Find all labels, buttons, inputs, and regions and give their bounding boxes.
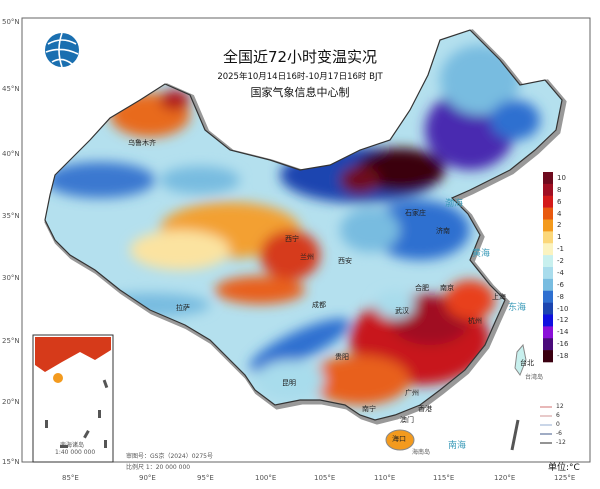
inset-title: 南海诸岛 [60, 442, 85, 449]
city-label: 西宁 [285, 235, 299, 243]
colorbar-label: -8 [557, 292, 564, 301]
colorbar-swatch [543, 231, 553, 244]
colorbar-swatch [543, 183, 553, 197]
longitude-label: 95°E [197, 474, 214, 482]
city-label: 广州 [405, 389, 419, 397]
inset-scale: 1:40 000 000 [55, 449, 96, 456]
sea-label-bohai: 渤海 [445, 199, 464, 209]
inset-land [35, 337, 111, 372]
isotherm-label: -12 [556, 439, 566, 446]
hainan-island [385, 429, 415, 451]
colorbar-label: 4 [557, 209, 562, 218]
unit-label: 单位:°C [548, 463, 580, 473]
colorbar-label: -1 [557, 245, 564, 254]
map-scale: 比例尺 1：20 000 000 [126, 464, 191, 471]
colorbar-swatch [543, 314, 553, 327]
colorbar-swatch [543, 172, 553, 185]
colorbar-label: -16 [557, 340, 569, 349]
colorbar-swatch [543, 195, 553, 208]
map-title: 全国近72小时变温实况 [222, 48, 378, 66]
colorbar-label: 10 [557, 173, 566, 182]
city-label: 香港 [418, 405, 432, 413]
colorbar-label: 6 [557, 197, 562, 206]
latitude-label: 45°N [2, 85, 20, 93]
city-label: 石家庄 [405, 209, 426, 217]
colorbar-label: -12 [557, 316, 569, 325]
colorbar-swatch [543, 350, 553, 363]
colorbar-label: 8 [557, 185, 562, 194]
colorbar-swatch [543, 219, 553, 232]
isotherm-label: 0 [556, 421, 560, 428]
colorbar-swatch [543, 243, 553, 256]
longitude-label: 125°E [554, 474, 576, 482]
colorbar-swatch [543, 326, 553, 339]
latitude-label: 35°N [2, 212, 20, 220]
city-label: 合肥 [415, 284, 429, 292]
city-label: 成都 [312, 301, 326, 309]
longitude-label: 110°E [374, 474, 396, 482]
city-label: 海口 [392, 435, 406, 443]
cma-logo [45, 32, 79, 68]
colorbar-swatch [543, 302, 553, 315]
longitude-label: 105°E [314, 474, 336, 482]
city-label: 乌鲁木齐 [128, 139, 156, 147]
city-label: 西安 [338, 257, 352, 265]
taiwan-island [514, 343, 527, 377]
colorbar-label: -10 [557, 304, 569, 313]
colorbar-label: -18 [557, 352, 569, 361]
map-period: 2025年10月14日16时-10月17日16时 BJT [217, 72, 383, 82]
colorbar-swatch [543, 207, 553, 220]
sea-label-nanhai: 南海 [448, 441, 467, 451]
city-label: 南京 [440, 284, 454, 292]
longitude-label: 115°E [433, 474, 455, 482]
colorbar-label: -4 [557, 268, 564, 277]
latitude-label: 40°N [2, 150, 20, 158]
colorbar [543, 172, 553, 363]
city-label: 昆明 [282, 379, 296, 387]
latitude-label: 50°N [2, 18, 20, 26]
latitude-label: 25°N [2, 337, 20, 345]
city-label: 贵阳 [335, 353, 349, 361]
sea-label-huanghai: 黄海 [472, 249, 491, 259]
isotherm-label: -6 [556, 430, 562, 437]
colorbar-label: -14 [557, 328, 569, 337]
boundary-dash [510, 419, 520, 451]
city-label: 澳门 [400, 416, 414, 424]
china-border [44, 29, 563, 421]
inset-boundary-dashes [45, 379, 109, 448]
city-label: 武汉 [395, 307, 409, 315]
island-label-taiwan: 台湾岛 [525, 374, 544, 381]
island-label-hainan: 海南岛 [412, 449, 431, 456]
colorbar-swatch [543, 267, 553, 280]
colorbar-label: -2 [557, 257, 564, 266]
city-label: 台北 [520, 359, 534, 367]
latitude-label: 20°N [2, 398, 20, 406]
isotherm-label: 6 [556, 412, 560, 419]
longitude-label: 120°E [494, 474, 516, 482]
city-label: 济南 [436, 227, 450, 235]
isotherm-legend [540, 406, 552, 444]
longitude-label: 100°E [255, 474, 277, 482]
isotherm-label: 12 [556, 403, 564, 410]
colorbar-label: 1 [557, 233, 562, 242]
city-label: 拉萨 [176, 304, 190, 312]
longitude-label: 85°E [62, 474, 79, 482]
colorbar-swatch [543, 278, 553, 292]
map-issuer: 国家气象信息中心制 [250, 86, 350, 99]
latitude-label: 15°N [2, 458, 20, 466]
colorbar-label: 2 [557, 221, 562, 230]
city-label: 杭州 [468, 317, 482, 325]
latitude-label: 30°N [2, 274, 20, 282]
city-label: 上海 [492, 293, 506, 301]
city-label: 南宁 [362, 405, 376, 413]
colorbar-swatch [543, 290, 553, 303]
longitude-label: 90°E [139, 474, 156, 482]
colorbar-swatch [543, 338, 553, 351]
colorbar-swatch [543, 255, 553, 268]
map-approval-number: 审图号：GS京（2024）0275号 [126, 453, 213, 460]
colorbar-label: -6 [557, 280, 564, 289]
sea-label-donghai: 东海 [508, 303, 527, 313]
city-label: 兰州 [300, 253, 314, 261]
